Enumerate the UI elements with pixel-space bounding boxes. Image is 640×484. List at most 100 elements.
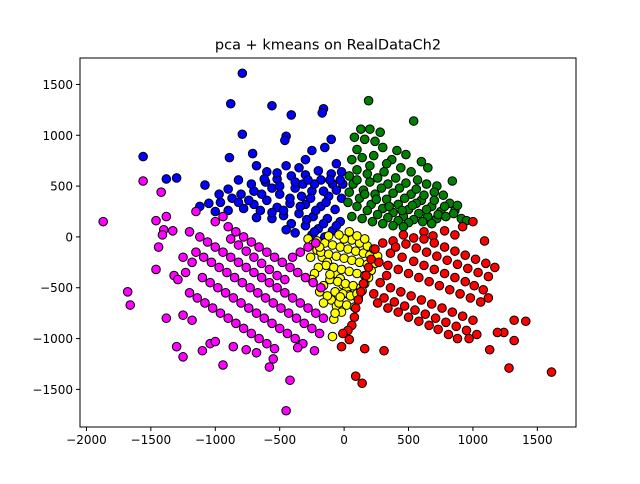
scatter-point <box>274 189 285 200</box>
scatter-point <box>303 242 313 252</box>
scatter-point <box>223 205 233 216</box>
scatter-point <box>309 227 320 237</box>
scatter-point <box>450 230 460 240</box>
chart-title: pca + kmeans on RealDataCh2 <box>215 38 441 54</box>
scatter-point <box>406 291 416 301</box>
scatter-point <box>389 297 400 307</box>
scatter-point <box>296 191 307 202</box>
scatter-point <box>365 160 375 171</box>
scatter-point <box>429 264 440 275</box>
scatter-point <box>452 333 463 344</box>
scatter-point <box>281 160 291 171</box>
scatter-point <box>241 246 251 256</box>
scatter-point <box>406 167 416 177</box>
scatter-point <box>274 181 285 191</box>
scatter-point <box>218 211 228 222</box>
scatter-point <box>353 295 364 305</box>
scatter-point <box>187 257 197 268</box>
x-tick-label: −500 <box>263 433 296 447</box>
scatter-point <box>357 378 367 389</box>
scatter-point <box>295 201 306 212</box>
scatter-point <box>238 232 249 242</box>
scatter-point <box>157 230 168 240</box>
scatter-point <box>184 227 195 237</box>
scatter-point <box>352 175 362 185</box>
scatter-point <box>280 274 290 285</box>
scatter-point <box>161 174 172 184</box>
x-tick-label: 1500 <box>522 433 553 447</box>
scatter-point <box>290 177 300 187</box>
scatter-point <box>231 227 241 237</box>
scatter-point <box>325 269 335 280</box>
scatter-point <box>237 129 248 140</box>
scatter-point <box>318 298 329 308</box>
scatter-point <box>374 257 384 268</box>
scatter-point <box>326 134 337 145</box>
scatter-point <box>206 257 217 268</box>
scatter-point <box>200 180 210 190</box>
scatter-point <box>401 239 411 249</box>
scatter-point <box>335 175 346 185</box>
scatter-point <box>426 218 437 229</box>
scatter-point <box>401 149 411 160</box>
scatter-point <box>236 298 246 308</box>
scatter-point <box>300 154 311 165</box>
scatter-point <box>417 216 428 227</box>
scatter-point <box>300 272 311 283</box>
scatter-point <box>347 211 357 222</box>
scatter-point <box>460 276 471 287</box>
scatter-point <box>171 173 182 183</box>
scatter-point <box>375 277 385 288</box>
scatter-point <box>457 311 468 322</box>
scatter-point <box>249 267 259 278</box>
scatter-point <box>395 287 406 297</box>
scatter-point <box>277 257 288 268</box>
scatter-point <box>352 144 362 155</box>
scatter-point <box>424 320 434 331</box>
scatter-point <box>290 333 300 344</box>
scatter-point <box>260 293 271 303</box>
scatter-point <box>350 303 361 313</box>
scatter-point <box>377 218 388 229</box>
scatter-point <box>251 308 262 318</box>
scatter-point <box>411 243 422 253</box>
scatter-point <box>426 299 437 309</box>
scatter-point <box>370 136 380 147</box>
scatter-point <box>397 252 407 263</box>
scatter-point <box>398 221 409 232</box>
scatter-point <box>198 252 209 263</box>
scatter-point <box>310 205 321 216</box>
scatter-point <box>450 246 460 256</box>
scatter-point <box>254 333 264 344</box>
scatter-point <box>243 195 254 206</box>
scatter-point <box>285 193 295 204</box>
scatter-point <box>287 252 298 263</box>
scatter-point <box>442 255 452 266</box>
scatter-point <box>359 134 370 145</box>
scatter-point <box>262 338 272 349</box>
scatter-point <box>122 287 133 297</box>
scatter-point <box>344 266 355 277</box>
scatter-point <box>214 189 224 200</box>
scatter-point <box>439 201 450 212</box>
scatter-point <box>321 260 331 271</box>
scatter-point <box>303 303 313 313</box>
scatter-point <box>233 257 244 268</box>
scatter-point <box>390 173 401 183</box>
scatter-point <box>464 333 474 344</box>
scatter-point <box>318 218 329 229</box>
scatter-point <box>282 328 293 339</box>
scatter-point <box>332 276 343 287</box>
scatter-point <box>262 247 272 257</box>
scatter-point <box>365 177 375 187</box>
scatter-point <box>310 308 321 318</box>
scatter-point <box>357 213 367 224</box>
scatter-point <box>416 156 427 167</box>
scatter-point <box>225 98 236 109</box>
points-layer <box>98 68 557 416</box>
scatter-point <box>365 124 375 134</box>
scatter-point <box>455 289 465 299</box>
scatter-point <box>443 329 454 340</box>
scatter-point <box>269 343 280 354</box>
scatter-point <box>483 293 494 303</box>
